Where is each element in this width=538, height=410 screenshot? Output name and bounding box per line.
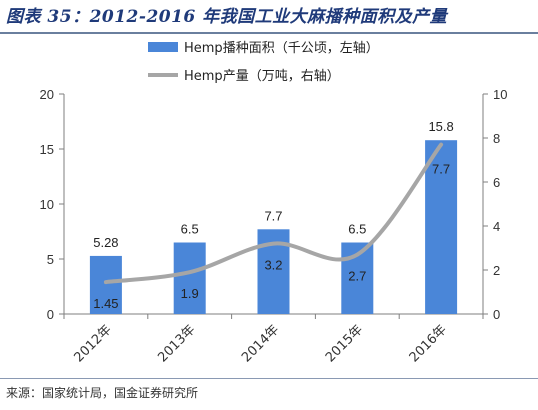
chart: Hemp播种面积（千公顷，左轴） Hemp产量（万吨，右轴） 0 5 10 15 20 0 2…: [40, 41, 508, 365]
bar: [425, 140, 458, 314]
right-tick-label: 2: [493, 263, 500, 278]
bar-value-label: 7.7: [264, 208, 282, 223]
left-tick-label: 0: [47, 307, 54, 322]
line-series: [103, 142, 444, 285]
legend: Hemp播种面积（千公顷，左轴） Hemp产量（万吨，右轴）: [148, 41, 379, 84]
right-tick-label: 10: [493, 87, 507, 102]
bar-series: [89, 140, 458, 314]
left-tick-label: 20: [40, 87, 54, 102]
left-tick-label: 5: [47, 252, 54, 267]
x-tick-label: 2015年: [323, 322, 366, 365]
legend-label-bar: Hemp播种面积（千公顷，左轴）: [184, 41, 379, 56]
x-tick-label: 2016年: [407, 322, 450, 365]
x-tick-label: 2012年: [72, 322, 115, 365]
legend-swatch-bar: [148, 42, 178, 52]
right-tick-label: 0: [493, 307, 500, 322]
source-note: 来源：国家统计局，国金证券研究所: [6, 386, 199, 400]
line-value-label: 1.9: [181, 286, 199, 301]
data-labels: 5.28 6.5 7.7 6.5 15.8 1.45 1.9 3.2 2.7 7.7: [93, 119, 454, 311]
bar: [173, 242, 206, 314]
figure-title: 图表 35：2012-2016 年我国工业大麻播种面积及产量: [6, 7, 448, 27]
bar: [89, 255, 122, 314]
x-tick-label: 2013年: [155, 322, 198, 365]
line-path: [103, 142, 444, 285]
legend-label-line: Hemp产量（万吨，右轴）: [184, 69, 340, 84]
line-value-label: 2.7: [348, 269, 366, 284]
line-value-label: 7.7: [432, 162, 450, 177]
bar-value-label: 5.28: [93, 235, 118, 250]
right-tick-label: 6: [493, 175, 500, 190]
bar-value-label: 6.5: [348, 222, 366, 237]
right-tick-label: 8: [493, 131, 500, 146]
line-value-label: 3.2: [264, 258, 282, 273]
line-value-label: 1.45: [93, 296, 118, 311]
source-divider: [0, 378, 538, 379]
bar-value-label: 6.5: [181, 222, 199, 237]
right-tick-label: 4: [493, 219, 500, 234]
left-tick-label: 10: [40, 197, 54, 212]
title-divider: [0, 32, 538, 34]
bar-value-label: 15.8: [428, 119, 453, 134]
x-tick-label: 2014年: [239, 322, 282, 365]
left-tick-label: 15: [40, 142, 54, 157]
